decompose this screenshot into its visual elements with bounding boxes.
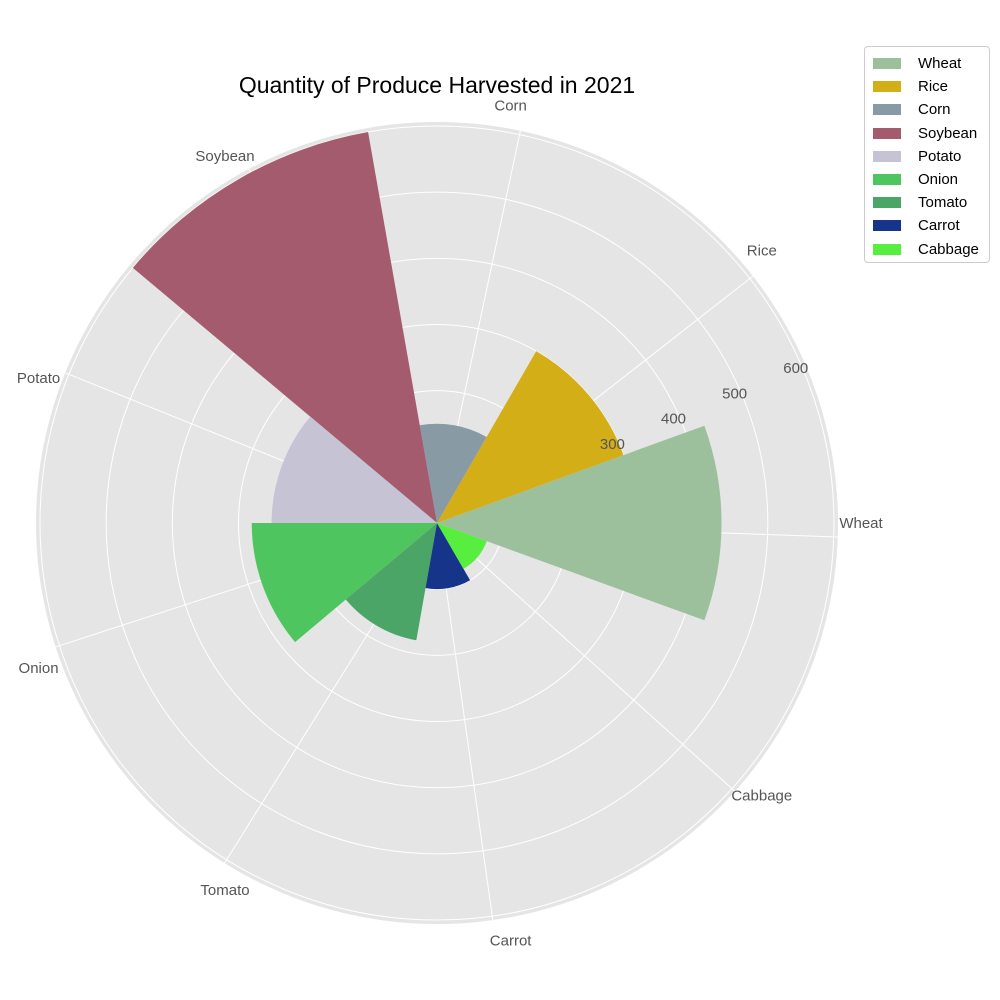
bar-wheat	[437, 425, 722, 621]
bar-carrot	[425, 523, 471, 590]
category-label-potato: Potato	[17, 370, 60, 387]
legend-item-soybean: Soybean	[873, 122, 989, 145]
legend-label: Wheat	[918, 55, 962, 73]
legend-swatch	[873, 150, 901, 162]
radial-tick-label: 300	[600, 436, 625, 453]
legend-label: Carrot	[918, 217, 960, 235]
grid-ring	[105, 191, 769, 855]
legend-item-carrot: Carrot	[873, 214, 989, 237]
legend-label: Tomato	[918, 194, 968, 212]
category-label-rice: Rice	[747, 242, 777, 259]
category-label-wheat: Wheat	[839, 515, 883, 532]
legend-swatch	[873, 220, 901, 232]
category-label-tomato: Tomato	[200, 882, 249, 899]
bar-onion	[251, 523, 437, 643]
legend-label: Corn	[918, 101, 951, 119]
bars	[132, 132, 722, 643]
legend-label: Potato	[918, 147, 962, 165]
legend-item-wheat: Wheat	[873, 52, 989, 75]
bar-tomato	[345, 523, 437, 641]
legend-label: Soybean	[918, 124, 978, 142]
category-label-cabbage: Cabbage	[731, 788, 792, 805]
bar-cabbage	[437, 523, 487, 569]
legend-label: Rice	[918, 78, 949, 96]
legend-label: Cabbage	[918, 240, 979, 258]
legend-swatch	[873, 243, 901, 255]
legend-item-cabbage: Cabbage	[873, 238, 989, 261]
grid-spoke	[436, 522, 494, 921]
legend-item-potato: Potato	[873, 145, 989, 168]
legend-swatch	[873, 104, 901, 116]
grid-ring	[39, 125, 835, 921]
bar-rice	[437, 351, 624, 523]
legend-swatch	[873, 127, 901, 139]
radial-tick-labels: 300 400 500 600	[600, 360, 808, 453]
bar-corn	[419, 423, 487, 523]
legend-swatch	[873, 58, 901, 70]
category-label-carrot: Carrot	[490, 933, 533, 950]
chart-title: Quantity of Produce Harvested in 2021	[239, 72, 635, 98]
category-labels: Wheat Rice Corn Soybean Potato Onion Tomato Car…	[17, 97, 884, 949]
grid-spoke	[436, 522, 736, 792]
category-label-corn: Corn	[494, 97, 527, 114]
legend-item-rice: Rice	[873, 75, 989, 98]
legend-item-tomato: Tomato	[873, 191, 989, 214]
category-label-soybean: Soybean	[195, 148, 254, 165]
radial-tick-label: 600	[783, 360, 808, 377]
legend: Wheat Rice Corn Soybean Potato Onion Tomato Car…	[864, 46, 990, 263]
legend-item-corn: Corn	[873, 98, 989, 121]
legend-swatch	[873, 174, 901, 186]
bar-potato	[271, 416, 437, 523]
legend-swatch	[873, 81, 901, 93]
bar-soybean	[132, 132, 437, 524]
legend-swatch	[873, 197, 901, 209]
radial-tick-label: 500	[722, 385, 747, 402]
category-label-onion: Onion	[19, 660, 59, 677]
legend-label: Onion	[918, 171, 959, 189]
legend-item-onion: Onion	[873, 168, 989, 191]
radial-tick-label: 400	[661, 411, 686, 428]
